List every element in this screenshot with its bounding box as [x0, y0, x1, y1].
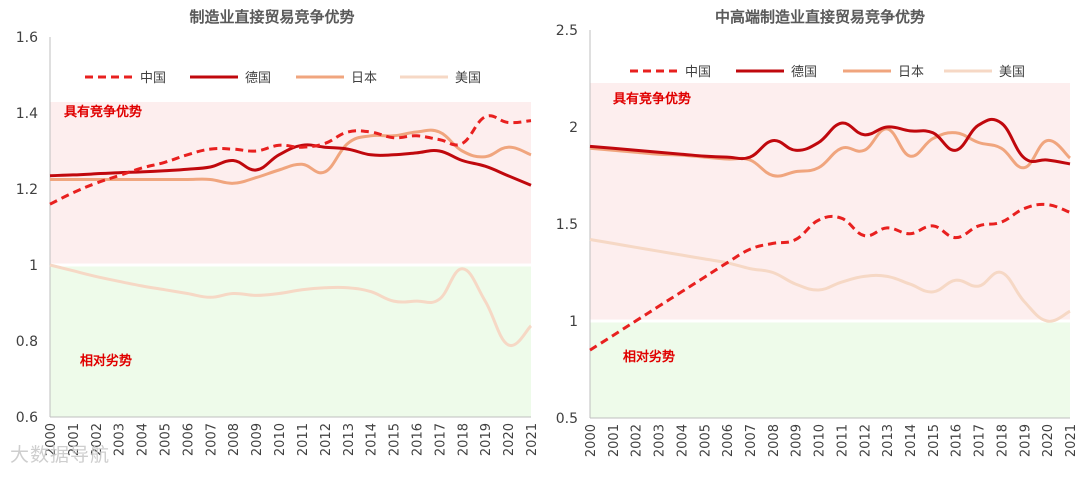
x-tick-label: 2019	[1018, 424, 1033, 457]
x-tick-label: 2018	[995, 424, 1010, 457]
series-line-4	[589, 238, 1071, 323]
disadvantage-band	[590, 321, 1070, 418]
legend-label: 德国	[791, 65, 817, 80]
advantage-label: 具有竞争优势	[613, 91, 691, 107]
x-tick-label: 2007	[744, 424, 759, 457]
y-tick-label: 1.6	[16, 30, 38, 46]
x-tick-label: 2009	[790, 424, 805, 457]
y-tick-label: 1	[29, 258, 38, 274]
legend-label: 日本	[351, 71, 377, 86]
x-tick-label: 2006	[181, 423, 196, 456]
x-tick-label: 2013	[342, 423, 357, 456]
y-tick-label: 1.4	[16, 106, 38, 122]
x-tick-label: 2004	[675, 424, 690, 457]
x-tick-label: 2002	[90, 423, 105, 456]
x-tick-label: 2001	[607, 424, 622, 457]
advantage-label: 具有竞争优势	[64, 104, 142, 120]
legend-label: 美国	[455, 71, 481, 86]
x-tick-label: 2011	[835, 424, 850, 457]
x-tick-label: 2016	[410, 423, 425, 456]
y-tick-label: 0.5	[556, 411, 578, 427]
x-tick-label: 2014	[365, 423, 380, 456]
x-tick-label: 2008	[227, 423, 242, 456]
series-line-2	[49, 143, 532, 187]
y-tick-label: 2	[569, 120, 578, 136]
x-tick-label: 2015	[927, 424, 942, 457]
x-tick-label: 2001	[67, 423, 82, 456]
x-tick-label: 2000	[584, 424, 599, 457]
x-tick-label: 2005	[698, 424, 713, 457]
x-tick-label: 2013	[881, 424, 896, 457]
x-tick-label: 2017	[973, 424, 988, 457]
legend-label: 日本	[898, 65, 924, 80]
y-tick-label: 2.5	[556, 23, 578, 39]
x-tick-label: 2004	[136, 423, 151, 456]
x-tick-label: 2020	[502, 423, 517, 456]
x-tick-label: 2012	[319, 423, 334, 456]
x-tick-label: 2005	[159, 423, 174, 456]
legend-label: 美国	[999, 65, 1025, 80]
x-tick-label: 2018	[456, 423, 471, 456]
x-tick-label: 2006	[721, 424, 736, 457]
disadvantage-label: 相对劣势	[80, 353, 132, 369]
chart-2: 0.5 1 1.5 2 2.5 2000 2001 2002 2003 2004 2005 2006 2…	[556, 8, 1079, 457]
x-tick-label: 2019	[479, 423, 494, 456]
x-tick-label: 2021	[1064, 424, 1079, 457]
disadvantage-band	[50, 265, 531, 417]
advantage-band	[50, 102, 531, 265]
chart-1: 0.6 0.8 1 1.2 1.4 1.6 2000 2001 2002 2003 2004 2005…	[16, 8, 540, 456]
x-tick-label: 2003	[653, 424, 668, 457]
series-line-2	[589, 117, 1071, 166]
series-line-3	[50, 128, 532, 185]
x-tick-label: 2017	[433, 423, 448, 456]
x-tick-label: 2016	[950, 424, 965, 457]
chart-title: 制造业直接贸易竞争优势	[189, 8, 354, 26]
x-tick-label: 2014	[904, 424, 919, 457]
legend-label: 中国	[140, 71, 166, 86]
x-tick-label: 2010	[273, 423, 288, 456]
watermark: 大数据导航	[10, 444, 111, 466]
y-tick-label: 1.2	[16, 182, 38, 198]
x-tick-label: 2003	[113, 423, 128, 456]
x-tick-label: 2020	[1041, 424, 1056, 457]
x-tick-label: 2010	[813, 424, 828, 457]
x-tick-label: 2021	[525, 423, 540, 456]
y-tick-label: 0.6	[16, 410, 38, 426]
x-tick-label: 2012	[858, 424, 873, 457]
series-line-1	[589, 202, 1071, 352]
legend-label: 德国	[245, 71, 271, 86]
x-tick-label: 2011	[296, 423, 311, 456]
x-tick-label: 2008	[767, 424, 782, 457]
advantage-band	[590, 83, 1070, 321]
y-tick-label: 1.5	[556, 217, 578, 233]
series-line-1	[49, 114, 532, 206]
x-tick-label: 2002	[630, 424, 645, 457]
x-tick-label: 2007	[204, 423, 219, 456]
disadvantage-label: 相对劣势	[623, 349, 675, 365]
y-tick-label: 0.8	[16, 334, 38, 350]
y-tick-label: 1	[569, 314, 578, 330]
x-tick-label: 2015	[388, 423, 403, 456]
series-line-4	[49, 263, 533, 348]
x-tick-label: 2009	[250, 423, 265, 456]
chart-title: 中高端制造业直接贸易竞争优势	[715, 8, 925, 26]
x-tick-label: 2000	[44, 423, 59, 456]
legend-label: 中国	[685, 65, 711, 80]
